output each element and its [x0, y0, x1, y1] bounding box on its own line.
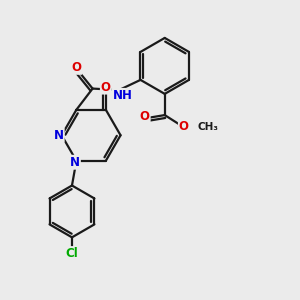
Text: O: O [101, 81, 111, 94]
Text: CH₃: CH₃ [197, 122, 218, 132]
Text: Cl: Cl [66, 247, 78, 260]
Text: NH: NH [113, 89, 133, 102]
Text: N: N [54, 129, 64, 142]
Text: O: O [179, 120, 189, 134]
Text: N: N [70, 156, 80, 169]
Text: O: O [71, 61, 81, 74]
Text: O: O [140, 110, 150, 123]
